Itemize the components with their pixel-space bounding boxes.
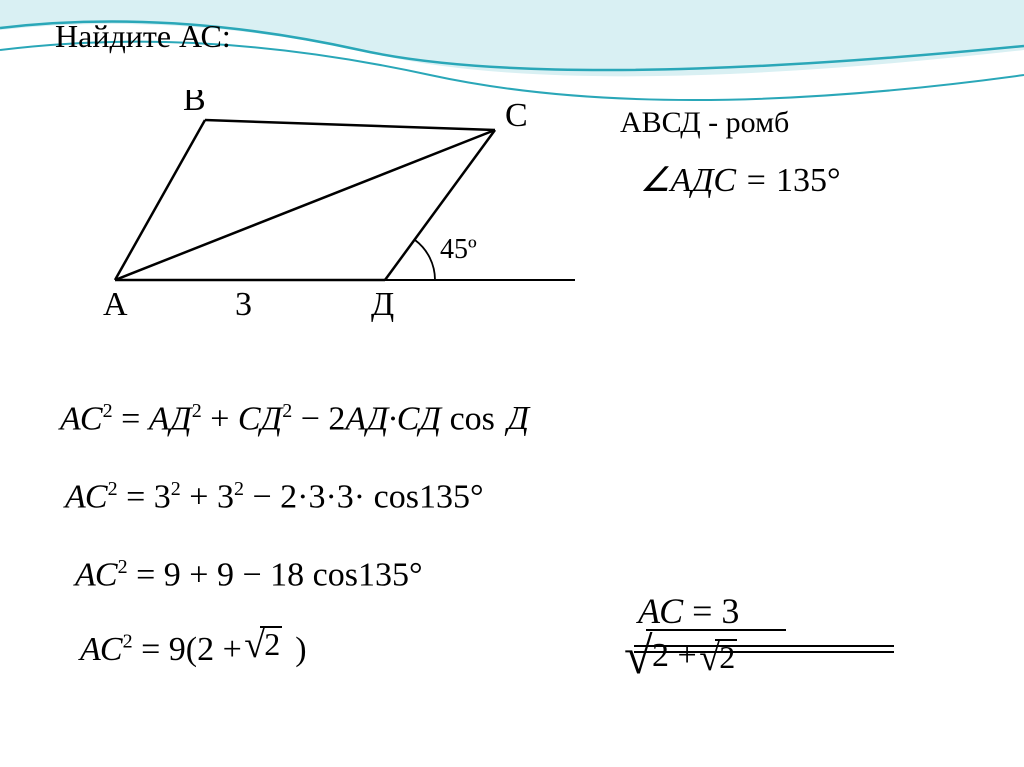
eq1-plus: + <box>210 400 238 437</box>
label-d: Д <box>371 286 394 323</box>
eq1-cd-sup: 2 <box>282 400 292 422</box>
answer-underline-1 <box>634 645 894 647</box>
label-side: 3 <box>235 286 252 323</box>
page-title: Найдите АС: <box>55 18 231 55</box>
answer-lhs: АС <box>638 591 683 631</box>
eq4-coef: 9(2 + <box>169 631 251 668</box>
eq1-eq: = <box>121 400 149 437</box>
angle-symbol: ∠ <box>640 162 670 199</box>
eq2-eq: = <box>126 478 154 515</box>
eq1-lhs-sup: 2 <box>103 400 113 422</box>
eq4-lhs-sup: 2 <box>123 630 133 652</box>
eq2-a: 3 <box>154 478 171 515</box>
label-c: С <box>505 97 528 134</box>
eq3-expr: 9 + 9 − 18 <box>164 556 304 593</box>
eq1-lhs: АС <box>60 400 103 437</box>
equation-4: АС2 = 9(2 + √ 2 ) <box>80 628 307 676</box>
angle-name: АДС <box>670 162 736 199</box>
answer-underline-2 <box>634 651 894 653</box>
eq4-radicand: 2 <box>264 626 280 663</box>
equation-3: АС2 = 9 + 9 − 18 cos135° <box>75 556 423 594</box>
answer-sqrt-outer: √ 2 + √ 2 <box>638 633 788 681</box>
eq2-plus: + <box>189 478 217 515</box>
answer-coef: 3 <box>721 591 739 631</box>
eq4-sqrt: √ 2 <box>250 628 380 676</box>
label-b: В <box>183 90 206 118</box>
label-45deg: 45º <box>440 234 477 265</box>
angle-given: ∠АДС = 135° <box>640 160 841 200</box>
eq2-b: 3 <box>217 478 234 515</box>
rhombus-svg: А В С Д 3 45º <box>75 90 595 350</box>
eq3-eq: = <box>136 556 164 593</box>
eq2-minus: − 2·3·3· <box>252 478 365 515</box>
eq1-prod: АД·СД <box>345 400 441 437</box>
equation-1: АС2 = АД2 + СД2 − 2АД·СД cos Д <box>60 400 529 438</box>
angle-eq: = <box>736 162 776 199</box>
eq2-lhs: АС <box>65 478 108 515</box>
eq2-b-sup: 2 <box>234 478 244 500</box>
eq1-angle-d: Д <box>507 400 529 437</box>
eq1-cd: СД <box>238 400 282 437</box>
eq2-a-sup: 2 <box>171 478 181 500</box>
label-a: А <box>103 286 128 323</box>
eq1-ad: АД <box>149 400 192 437</box>
rhombus-diagram: А В С Д 3 45º <box>75 90 595 350</box>
answer-outer-prefix: 2 + <box>652 637 705 674</box>
answer-box: АС = 3 √ 2 + √ 2 <box>638 590 893 650</box>
eq3-cos: cos <box>313 556 358 593</box>
equation-2: АС2 = 32 + 32 − 2·3·3· cos135° <box>65 478 484 516</box>
eq4-lhs: АС <box>80 631 123 668</box>
given-text: АВСД - ромб <box>620 106 789 140</box>
eq3-val: 135° <box>358 556 423 593</box>
eq3-lhs-sup: 2 <box>118 556 128 578</box>
eq1-cos: cos <box>450 400 495 437</box>
eq1-ad-sup: 2 <box>192 400 202 422</box>
eq2-lhs-sup: 2 <box>108 478 118 500</box>
eq2-cos: cos <box>374 478 419 515</box>
eq2-val: 135° <box>419 478 484 515</box>
answer-eq: = <box>683 591 721 631</box>
eq4-eq: = <box>141 631 169 668</box>
angle-value: 135° <box>776 162 841 199</box>
eq3-lhs: АС <box>75 556 118 593</box>
eq1-minus: − 2 <box>301 400 346 437</box>
